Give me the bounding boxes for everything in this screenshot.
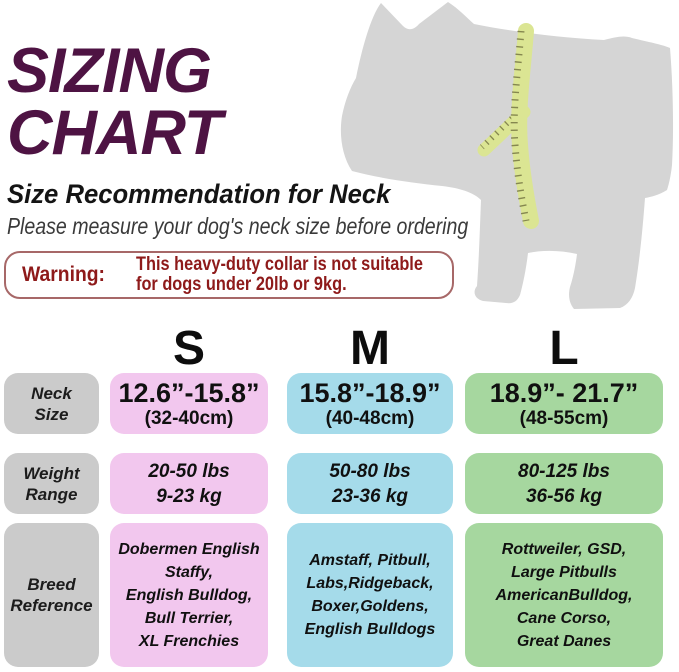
neck-size-cell-m: 15.8”-18.9” (40-48cm) <box>287 373 453 434</box>
page-title: SIZING CHART <box>7 36 222 168</box>
neck-size-cell-s: 12.6”-15.8” (32-40cm) <box>110 373 268 434</box>
warning-message: This heavy-duty collar is not suitable f… <box>136 255 423 295</box>
weight-cell-s: 20-50 lbs 9-23 kg <box>110 453 268 514</box>
neck-cm-m: (40-48cm) <box>325 407 415 429</box>
weight-lbs-s: 20-50 lbs <box>148 460 230 482</box>
neck-size-cell-l: 18.9”- 21.7” (48-55cm) <box>465 373 663 434</box>
breed-cell-m: Amstaff, Pitbull, Labs,Ridgeback, Boxer,… <box>287 523 453 667</box>
warning-message-line2: for dogs under 20lb or 9kg. <box>136 274 347 295</box>
size-header-m: M <box>350 322 390 375</box>
size-header-s: S <box>172 322 205 375</box>
weight-lbs-m: 50-80 lbs <box>329 460 411 482</box>
breed-cell-l: Rottweiler, GSD, Large Pitbulls American… <box>465 523 663 667</box>
neck-inches-l: 18.9”- 21.7” <box>489 377 639 408</box>
page-title-line2: CHART <box>7 98 222 168</box>
dog-silhouette-illustration <box>340 2 674 309</box>
weight-lbs-l: 80-125 lbs <box>518 460 610 482</box>
neck-cm-s: (32-40cm) <box>144 407 234 429</box>
measuring-tape <box>511 23 539 229</box>
warning-label: Warning: <box>22 263 106 286</box>
weight-kg-s: 9-23 kg <box>156 485 222 507</box>
measure-note: Please measure your dog's neck size befo… <box>7 213 469 239</box>
row-label-weight-range: Weight Range <box>4 453 99 514</box>
size-header-l: L <box>549 322 579 375</box>
weight-cell-l: 80-125 lbs 36-56 kg <box>465 453 663 514</box>
weight-kg-l: 36-56 kg <box>525 485 603 507</box>
measuring-tape-end-ticks <box>479 106 525 150</box>
warning-box: Warning: This heavy-duty collar is not s… <box>4 251 454 299</box>
neck-inches-m: 15.8”-18.9” <box>299 377 441 408</box>
neck-cm-l: (48-55cm) <box>519 407 609 429</box>
subtitle: Size Recommendation for Neck <box>7 179 391 209</box>
warning-message-line1: This heavy-duty collar is not suitable <box>136 254 424 275</box>
weight-kg-m: 23-36 kg <box>331 485 409 507</box>
breed-cell-s: Dobermen English Staffy, English Bulldog… <box>110 523 268 667</box>
dog-body-silhouette <box>340 2 674 309</box>
measuring-tape-ticks <box>510 30 530 222</box>
weight-cell-m: 50-80 lbs 23-36 kg <box>287 453 453 514</box>
page-title-line1: SIZING <box>7 36 212 106</box>
neck-inches-s: 12.6”-15.8” <box>118 377 260 408</box>
row-label-breed-reference: Breed Reference <box>4 523 99 667</box>
row-label-neck-size: Neck Size <box>4 373 99 434</box>
